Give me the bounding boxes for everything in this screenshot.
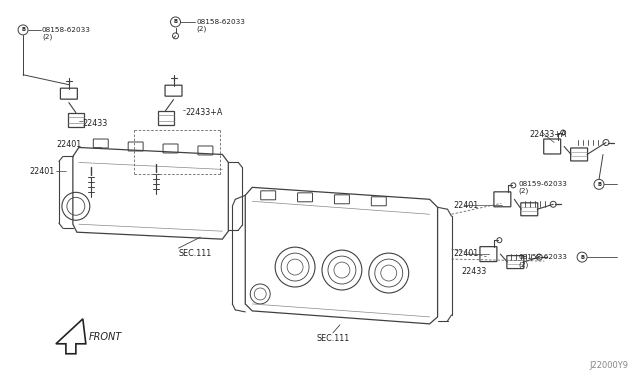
Text: (2): (2) [518,261,529,267]
Text: 08158-62033: 08158-62033 [518,254,567,260]
Text: B: B [21,28,25,32]
Text: 08158-62033: 08158-62033 [42,27,91,33]
Text: B: B [597,182,601,187]
Text: B: B [580,254,584,260]
Text: (2): (2) [42,34,52,41]
Text: 22401: 22401 [56,140,81,148]
Text: B: B [173,19,177,25]
Text: 22433: 22433 [83,119,108,128]
Text: 22433: 22433 [461,267,487,276]
Text: 22401: 22401 [29,167,54,176]
Text: SEC.111: SEC.111 [179,249,212,258]
Text: (2): (2) [518,187,529,194]
Text: FRONT: FRONT [89,332,122,342]
Text: 08159-62033: 08159-62033 [518,182,567,187]
Text: 08158-62033: 08158-62033 [196,19,245,25]
Text: 22433+A: 22433+A [186,108,223,117]
Text: 22433+A: 22433+A [529,129,566,138]
Text: SEC.111: SEC.111 [316,334,349,343]
Text: 22401: 22401 [454,249,479,258]
Text: 22401: 22401 [454,201,479,210]
Text: J22000Y9: J22000Y9 [589,361,628,370]
Text: (2): (2) [196,26,207,32]
